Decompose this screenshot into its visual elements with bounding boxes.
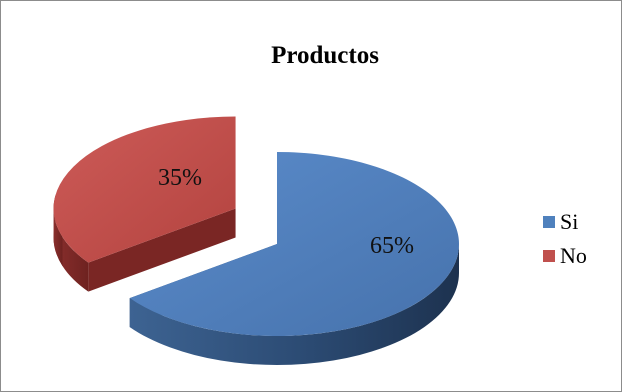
slice-si-top xyxy=(129,152,460,336)
legend-swatch-si xyxy=(543,216,555,228)
data-label-no: 35% xyxy=(158,165,202,191)
slice-no-top xyxy=(53,116,236,263)
legend: Si No xyxy=(543,205,587,273)
legend-item-si: Si xyxy=(543,205,587,239)
slice-si-outer-wall-0 xyxy=(129,244,459,365)
slice-no-cut-face-0 xyxy=(88,208,236,292)
slice-no-outer-wall-0 xyxy=(53,208,89,292)
legend-item-no: No xyxy=(543,239,587,273)
chart-title: Productos xyxy=(271,42,379,69)
data-label-si: 65% xyxy=(370,233,414,259)
legend-label-no: No xyxy=(560,243,587,268)
legend-label-si: Si xyxy=(560,209,579,234)
legend-swatch-no xyxy=(543,250,555,262)
